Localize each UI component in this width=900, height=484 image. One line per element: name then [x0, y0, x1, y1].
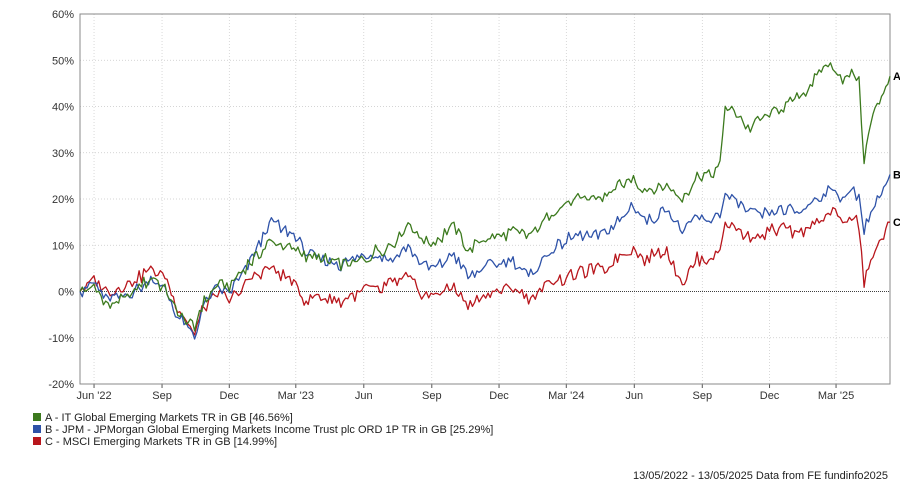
- x-tick-label: Sep: [152, 390, 172, 402]
- y-tick-label: -10%: [48, 333, 74, 345]
- y-tick-label: 30%: [52, 148, 74, 160]
- x-tick-label: Mar '24: [548, 390, 584, 402]
- plot-area-border: [79, 13, 891, 385]
- legend-entry-c: C - MSCI Emerging Markets TR in GB [14.9…: [45, 436, 277, 448]
- y-tick-label: -20%: [48, 379, 74, 391]
- series-end-label-c: C: [893, 217, 900, 229]
- series-end-label-a: A: [893, 71, 900, 83]
- y-tick-label: 20%: [52, 194, 74, 206]
- x-tick-label: Mar '25: [818, 390, 854, 402]
- y-tick-label: 10%: [52, 240, 74, 252]
- x-tick-label: Dec: [220, 390, 240, 402]
- series-end-label-b: B: [893, 170, 900, 182]
- x-tick-label: Mar '23: [278, 390, 314, 402]
- legend-swatch-a: [33, 413, 41, 421]
- legend-entry-b: B - JPM - JPMorgan Global Emerging Marke…: [45, 424, 493, 436]
- x-tick-label: Jun: [625, 390, 643, 402]
- footer-source: 13/05/2022 - 13/05/2025 Data from FE fun…: [633, 470, 888, 482]
- x-tick-label: Jun: [355, 390, 373, 402]
- y-tick-label: 60%: [52, 9, 74, 21]
- y-tick-label: 40%: [52, 102, 74, 114]
- x-tick-label: Jun '22: [76, 390, 111, 402]
- x-tick-label: Dec: [760, 390, 780, 402]
- legend: A - IT Global Emerging Markets TR in GB …: [33, 412, 493, 448]
- legend-swatch-b: [33, 425, 41, 433]
- x-tick-label: Dec: [489, 390, 509, 402]
- series-line-b: [79, 174, 891, 340]
- y-tick-label: 0%: [58, 287, 74, 299]
- x-tick-label: Sep: [692, 390, 712, 402]
- series-line-c: [79, 206, 891, 336]
- legend-swatch-c: [33, 437, 41, 445]
- legend-entry-a: A - IT Global Emerging Markets TR in GB …: [45, 412, 293, 424]
- grid: [80, 13, 890, 385]
- y-tick-label: 50%: [52, 55, 74, 67]
- series-line-a: [79, 62, 891, 332]
- x-tick-label: Sep: [422, 390, 442, 402]
- series-lines: C B A: [79, 62, 900, 340]
- axes: -20% -10% 0% 10% 20% 30% 40% 50% 60% Jun '22 Sep De…: [48, 9, 891, 402]
